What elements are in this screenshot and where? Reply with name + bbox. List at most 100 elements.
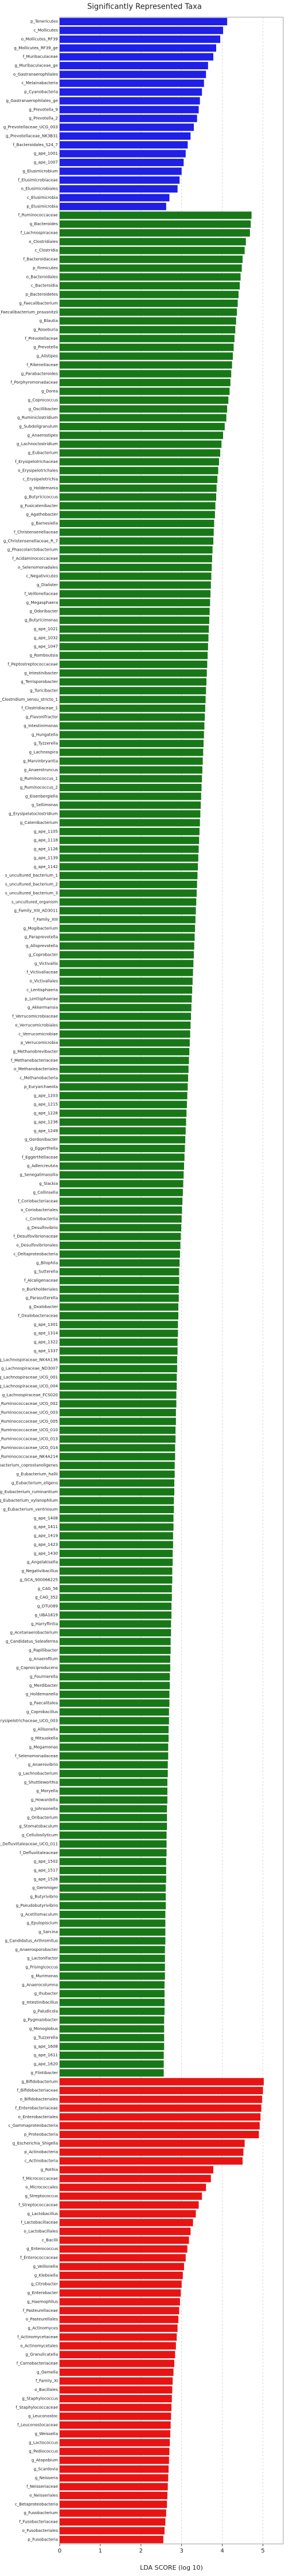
- bar: [60, 2333, 177, 2341]
- y-tick-label: g_ape_1047: [34, 645, 58, 649]
- bar: [60, 1409, 176, 1416]
- bar: [60, 299, 238, 307]
- y-tick-label: g_Slackia: [39, 1181, 58, 1186]
- y-tick-label: f_Defluviitaleaceae: [19, 1851, 58, 1855]
- bar: [60, 79, 204, 87]
- y-tick-label: g_DTU089: [37, 1604, 58, 1609]
- y-tick-label: g_Weissella: [35, 2432, 58, 2436]
- y-tick-label: o_Burkholderiales: [22, 1287, 58, 1291]
- bar: [60, 1884, 166, 1892]
- bar: [60, 185, 178, 193]
- y-tick-label: o_Verrucomicrobiales: [15, 1023, 58, 1027]
- bar: [60, 1452, 175, 1460]
- y-tick-label: p_Firmicutes: [33, 266, 58, 270]
- bar: [60, 493, 216, 501]
- bar: [60, 2500, 167, 2508]
- bar: [60, 555, 212, 563]
- bar: [60, 669, 207, 677]
- bar: [60, 1488, 174, 1496]
- bar: [60, 819, 200, 827]
- y-tick-label: g_Holdemanella: [26, 1692, 58, 1697]
- y-tick-label: g_Oribacterium: [27, 1815, 58, 1820]
- bar: [60, 1576, 173, 1584]
- y-tick-label: g_ape_1608: [34, 2044, 58, 2049]
- bar: [60, 1893, 166, 1901]
- y-tick-label: f_Ruminococcaceae: [18, 213, 58, 218]
- y-tick-label: o_Fusobacteriales: [22, 2528, 58, 2533]
- y-tick-label: g_CAG_56: [38, 1587, 58, 1591]
- y-tick-label: f_Neisseriaceae: [26, 2484, 58, 2489]
- bar: [60, 1761, 168, 1769]
- y-tick-label: g_Ruminococcaceae_NK4A214: [0, 1454, 58, 1459]
- bar: [60, 2166, 214, 2174]
- y-tick-label: g_Eubacterium_xylanophilum: [0, 1498, 58, 1503]
- y-tick-label: g_Streptococcus: [25, 2194, 58, 2198]
- y-tick-label: f_Alcaligenaceae: [24, 1278, 58, 1283]
- bar: [60, 1972, 165, 1980]
- y-tick-label: p_Cyanobacteria: [24, 90, 58, 95]
- y-tick-label: g_Erysipelotrichaceae_UCG_003: [0, 1718, 58, 1723]
- bar: [60, 1365, 177, 1373]
- bar: [60, 1717, 169, 1725]
- y-tick-label: g_Lactonifactor: [27, 1956, 58, 1961]
- bar: [60, 2192, 202, 2200]
- bar: [60, 968, 193, 976]
- y-tick-label: o_Enterobacteriales: [18, 2115, 58, 2119]
- y-tick-label: g_Phascolarctobacterium: [7, 548, 58, 552]
- bar: [60, 1946, 165, 1954]
- bar: [60, 1981, 165, 1989]
- x-tick-label: 3: [180, 2548, 183, 2554]
- y-tick-label: g_Johnsonella: [30, 1807, 58, 1811]
- y-tick-label: g_Granulicatella: [25, 2353, 58, 2357]
- y-tick-label: f_Veillonellaceae: [25, 591, 58, 596]
- bar: [60, 150, 186, 158]
- bar: [60, 1162, 184, 1170]
- y-tick-label: o_Selenomonadales: [18, 565, 58, 570]
- bar: [60, 1558, 173, 1566]
- y-tick-label: g_Eubacterium_hallii: [16, 1472, 58, 1477]
- bar: [60, 1734, 169, 1742]
- y-tick-label: g_Terrisporobacter: [21, 680, 58, 684]
- bar: [60, 2483, 168, 2491]
- y-tick-label: g_Romboutsia: [30, 653, 58, 658]
- y-tick-label: g_ape_1526: [34, 1877, 58, 1882]
- bar: [60, 1153, 185, 1161]
- y-tick-label: g_Eubacterium_ruminantium: [0, 1490, 58, 1494]
- y-tick-label: g_Bifidobacterium: [21, 2079, 58, 2084]
- y-tick-label: p_Verrucomicrobia: [21, 1040, 58, 1045]
- bar: [60, 387, 230, 395]
- bar: [60, 563, 212, 571]
- y-tick-label: g_Lachnoclostridium: [17, 442, 58, 446]
- y-tick-label: s_uncultured_bacterium_2: [5, 882, 58, 887]
- bar: [60, 1312, 179, 1320]
- y-tick-label: g_Prevotella_9: [29, 107, 58, 112]
- bar: [60, 1206, 182, 1214]
- bar: [60, 1065, 189, 1073]
- bar: [60, 616, 209, 625]
- y-tick-label: g_ape_1411: [34, 1525, 58, 1529]
- bar: [60, 933, 195, 941]
- y-tick-label: f_Bacteroidales_S24_7: [13, 143, 58, 147]
- bar: [60, 176, 180, 184]
- bar: [60, 1664, 170, 1672]
- bar: [60, 660, 208, 668]
- y-tick-label: s_uncultured_organism: [11, 900, 58, 904]
- y-tick-label: g_Barnesiella: [31, 521, 58, 526]
- bar: [60, 1858, 166, 1866]
- bar: [60, 1752, 169, 1760]
- bar: [60, 379, 231, 387]
- bar: [60, 1127, 186, 1135]
- y-tick-label: f_Actinomycetaceae: [17, 2335, 58, 2339]
- y-tick-label: g_Stomatobaculum: [19, 1824, 58, 1829]
- y-tick-label: f_Bifidobacteriaceae: [17, 2088, 58, 2093]
- bar: [60, 528, 214, 536]
- bar: [60, 1655, 170, 1663]
- bar: [60, 1145, 185, 1152]
- y-tick-label: g_Paraprevotella: [25, 935, 58, 940]
- y-tick-label: g_Cellulosilyticum: [22, 1833, 58, 1837]
- bar: [60, 2395, 172, 2402]
- y-tick-label: g_Lachnospiraceae_ND3007: [1, 1366, 58, 1371]
- bar: [60, 748, 204, 756]
- bar: [60, 2069, 164, 2077]
- bar: [60, 502, 216, 510]
